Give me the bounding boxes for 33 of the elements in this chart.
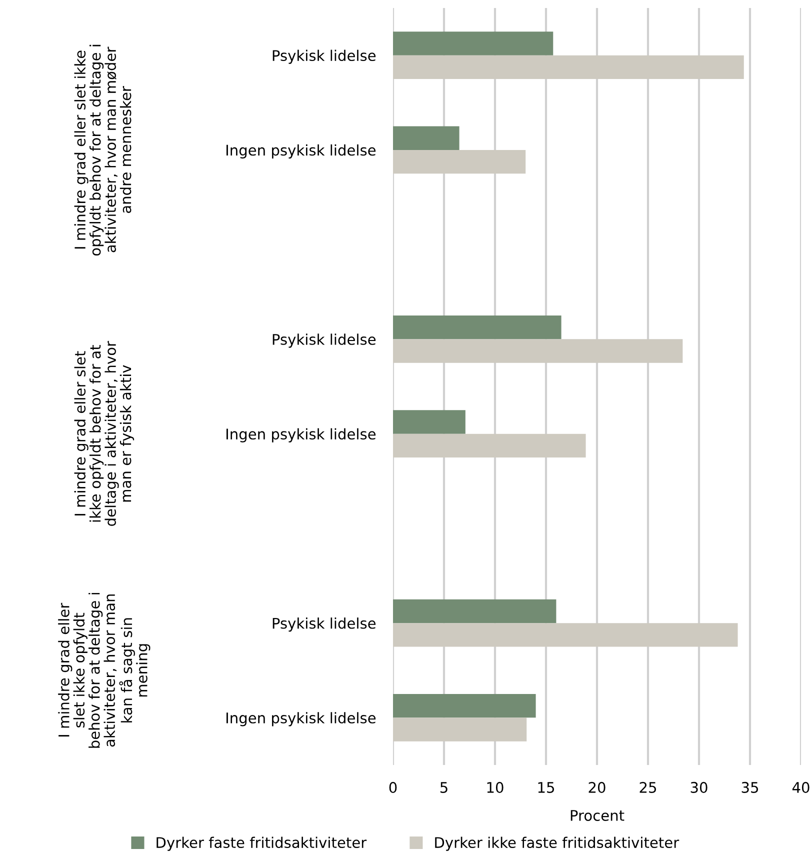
x-tick-label: 5 [440, 782, 448, 793]
y-tick-label: Ingen psykisk lidelse [226, 144, 376, 159]
y-tick-label: Psykisk lidelse [272, 618, 376, 632]
y-tick-label: Psykisk lidelse [272, 334, 376, 348]
bar [393, 694, 536, 718]
x-tick-label: 10 [487, 782, 504, 793]
legend-label: Dyrker faste fritidsaktiviteter [156, 836, 367, 851]
x-tick-label: 0 [389, 782, 397, 793]
bar [393, 718, 527, 742]
x-tick-label: 35 [742, 782, 758, 793]
x-tick-label: 30 [690, 782, 708, 793]
text: I mindre grad eller slet ikke opfyldt behov for at deltage i aktiviteter, hvor man er fysisk aktiv [74, 340, 134, 526]
bar [393, 434, 586, 458]
bar [393, 339, 683, 363]
bar [393, 410, 466, 434]
bar [393, 599, 556, 624]
text: I mindre grad eller slet ikke opfyldt behov for at deltage i aktiviteter, hvor man kan få sagt sin mening [58, 593, 150, 748]
bar [393, 126, 460, 150]
y-tick-label: Ingen psykisk lidelse [226, 428, 376, 442]
bar [393, 316, 562, 340]
y-tick-label: Psykisk lidelse [272, 50, 376, 64]
bar [393, 32, 554, 56]
text: I mindre grad eller slet ikke opfyldt behov for at deltage i aktiviteter, hvor man møder andre mennesker [74, 44, 132, 256]
y-tick-label: Ingen psykisk lidelse [226, 712, 376, 726]
bar [393, 623, 738, 647]
bar [393, 55, 744, 79]
x-tick-label: 15 [538, 782, 554, 793]
x-tick-label: 25 [640, 782, 656, 793]
x-tick-label: 40 [792, 782, 810, 793]
legend-label: Dyrker ikke faste fritidsaktiviteter [435, 836, 680, 851]
bar [393, 150, 526, 174]
x-axis-title: Procent [570, 810, 624, 821]
x-tick-label: 20 [588, 782, 606, 793]
